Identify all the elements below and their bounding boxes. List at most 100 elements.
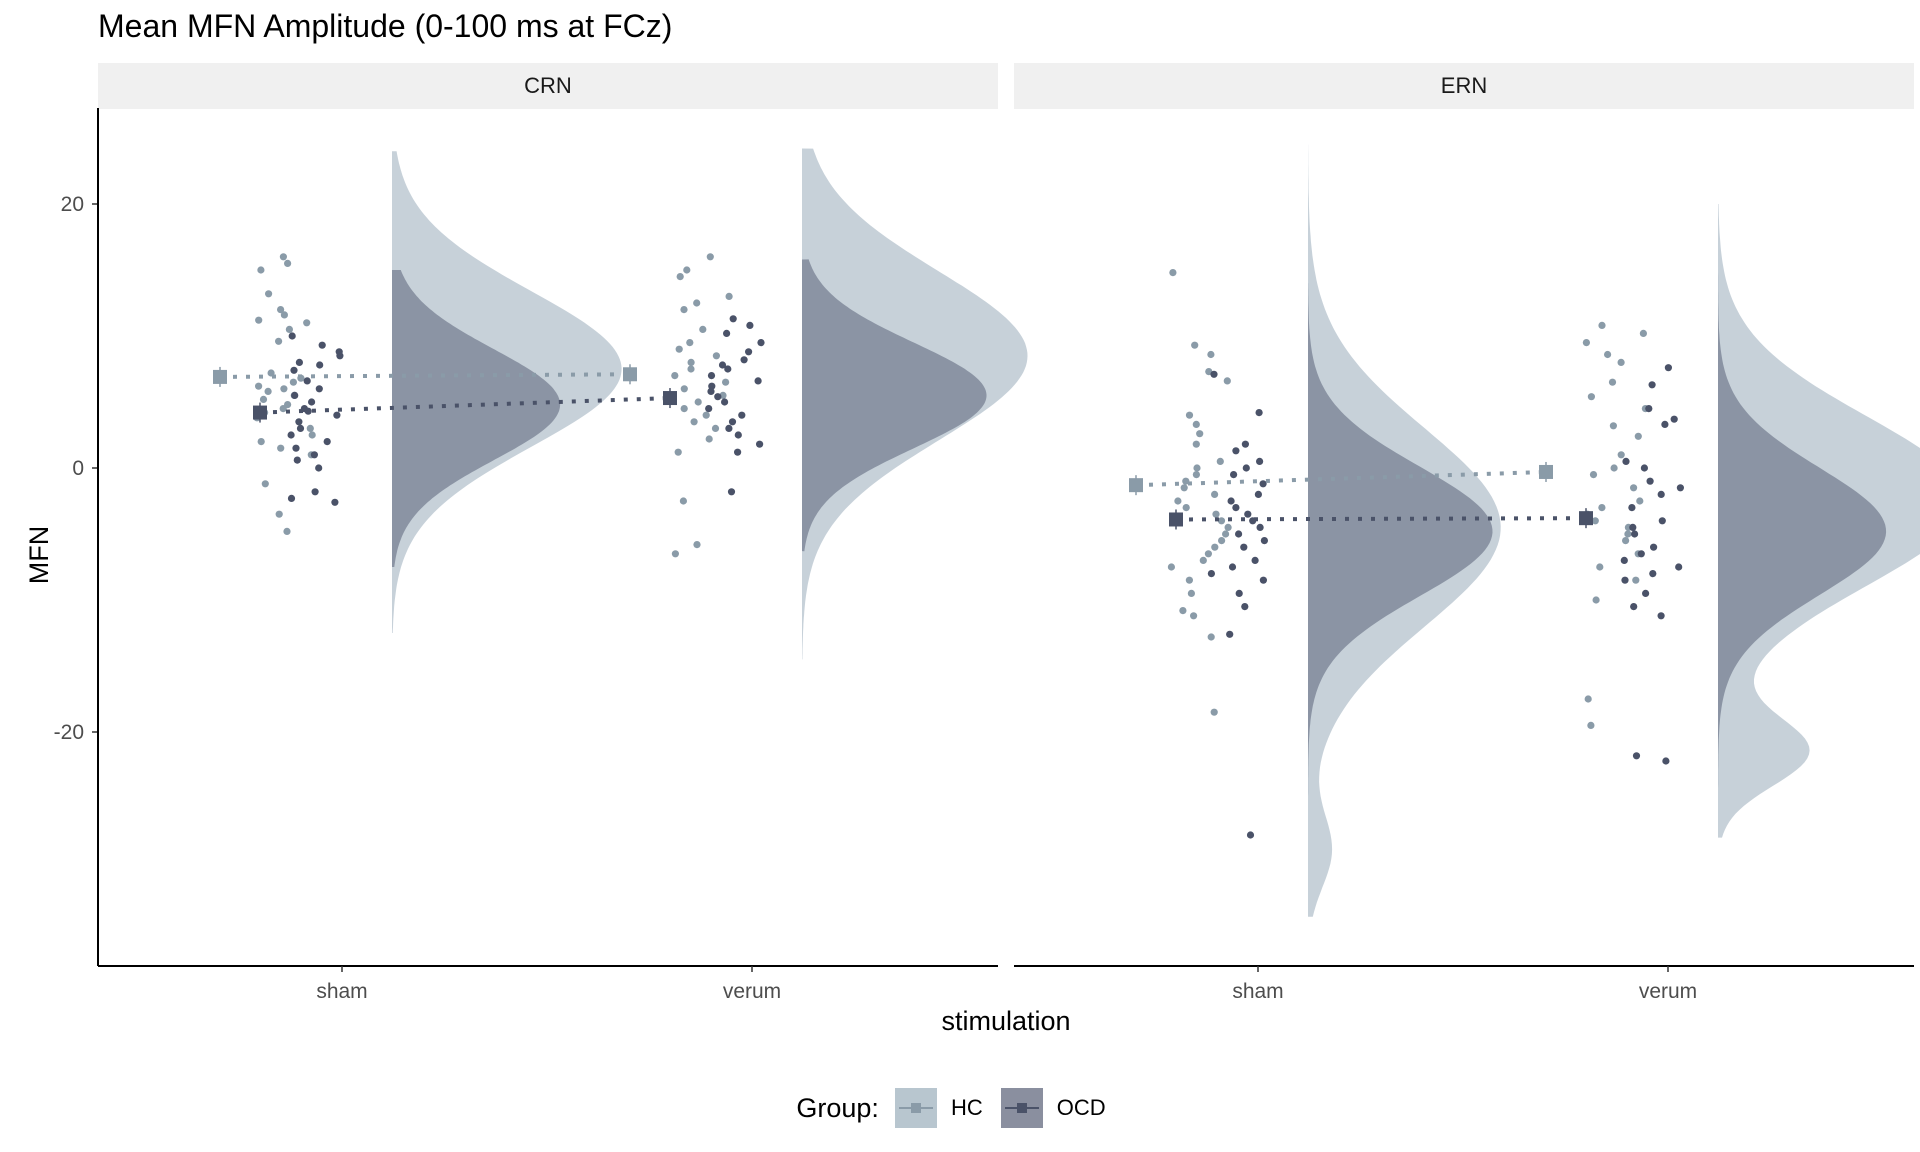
data-point-ocd [1631,530,1639,538]
y-axis-title: MFN [23,525,54,585]
data-point-hc [1211,543,1219,551]
data-point-ocd [287,494,296,502]
legend: Group: HC OCD [0,1088,1920,1128]
chart-title: Mean MFN Amplitude (0-100 ms at FCz) [98,8,673,44]
data-point-hc [1192,420,1200,428]
data-point-hc [702,411,710,419]
mean-point-hc-crn-verum [623,367,637,382]
data-point-hc [306,424,314,432]
data-point-ocd [1256,523,1264,532]
data-point-ocd [1255,409,1263,417]
data-point-ocd [315,385,323,393]
data-point-hc [1224,523,1232,532]
data-point-hc [1179,607,1187,615]
data-point-hc [680,405,688,413]
data-point-hc [1191,341,1199,349]
data-point-ocd [1630,603,1638,611]
facet-strip-ern: ERN [1014,63,1914,109]
data-point-ocd [331,498,339,506]
data-point-hc [671,550,680,558]
data-point-ocd [336,352,344,360]
data-point-hc [1624,530,1632,538]
data-point-ocd [1246,831,1255,839]
mean-line-ocd [1175,516,1587,522]
data-point-hc [1609,422,1617,430]
data-point-ocd [1649,570,1657,578]
x-tick-label-verum: verum [723,980,781,1003]
data-point-hc [1622,537,1630,545]
data-point-hc [1180,484,1188,492]
data-point-ocd [1637,550,1645,558]
data-point-ocd [745,348,753,356]
data-point-ocd [725,424,733,432]
data-point-hc [1187,589,1195,598]
data-point-ocd [1664,364,1672,372]
data-point-hc [277,306,285,314]
data-point-ocd [292,444,300,452]
data-point-hc [676,273,684,281]
data-point-hc [679,497,688,505]
data-point-hc [303,319,311,327]
x-tick-label-verum: verum [1639,980,1697,1003]
data-point-hc [725,292,733,300]
data-point-hc [1192,471,1200,479]
data-point-hc [1207,633,1215,641]
data-point-ocd [1244,510,1252,518]
x-axis-title: stimulation [941,1006,1071,1036]
data-point-hc [280,311,288,319]
data-point-hc [1190,612,1198,620]
data-point-ocd [727,488,736,496]
data-point-hc [1211,490,1219,498]
data-point-ocd [1657,612,1665,620]
data-point-ocd [1620,556,1628,565]
data-point-hc [711,424,720,432]
data-point-hc [1222,530,1230,538]
data-point-ocd [1242,464,1250,472]
data-point-hc [1167,563,1175,571]
legend-key-ocd [1000,1088,1043,1128]
data-point-ocd [1629,523,1637,532]
data-point-hc [1210,708,1218,716]
data-point-ocd [734,448,742,456]
data-point-hc [1610,464,1618,472]
data-point-hc [690,418,698,426]
data-point-hc [1587,721,1595,730]
data-point-ocd [714,393,722,401]
data-point-hc [285,325,293,333]
data-point-hc [1598,321,1606,329]
data-point-hc [1604,350,1612,359]
data-point-ocd [723,329,731,337]
data-point-hc [687,365,695,373]
data-point-ocd [293,456,301,464]
data-point-hc [706,253,714,261]
data-point-ocd [333,411,341,419]
data-point-hc [284,259,292,267]
legend-item-ocd: OCD [1000,1088,1106,1128]
data-point-ocd [1241,440,1249,448]
data-point-ocd [1210,370,1218,378]
data-point-ocd [1254,490,1262,498]
data-point-ocd [1251,556,1259,565]
data-point-ocd [1259,480,1267,488]
data-point-hc [693,541,701,549]
data-point-ocd [1661,420,1669,428]
y-tick-label: 0 [72,457,84,480]
data-point-ocd [1228,563,1237,571]
data-point-ocd [1259,576,1267,584]
mean-line-hc [219,372,631,379]
data-point-ocd [756,440,764,448]
density-ocd-crn-verum [802,259,987,552]
data-point-ocd [1232,504,1240,512]
data-point-ocd [718,361,727,369]
mean-point-hc-ern-verum [1539,464,1553,479]
data-point-hc [1185,411,1194,419]
data-point-hc [687,358,695,366]
data-point-hc [1587,393,1595,401]
data-point-hc [261,480,269,488]
density-ocd-ern-sham [1308,283,1493,838]
data-point-hc [255,316,263,324]
data-point-hc [308,431,316,439]
data-point-hc [1212,510,1220,518]
density-ocd-crn-sham [392,270,561,567]
